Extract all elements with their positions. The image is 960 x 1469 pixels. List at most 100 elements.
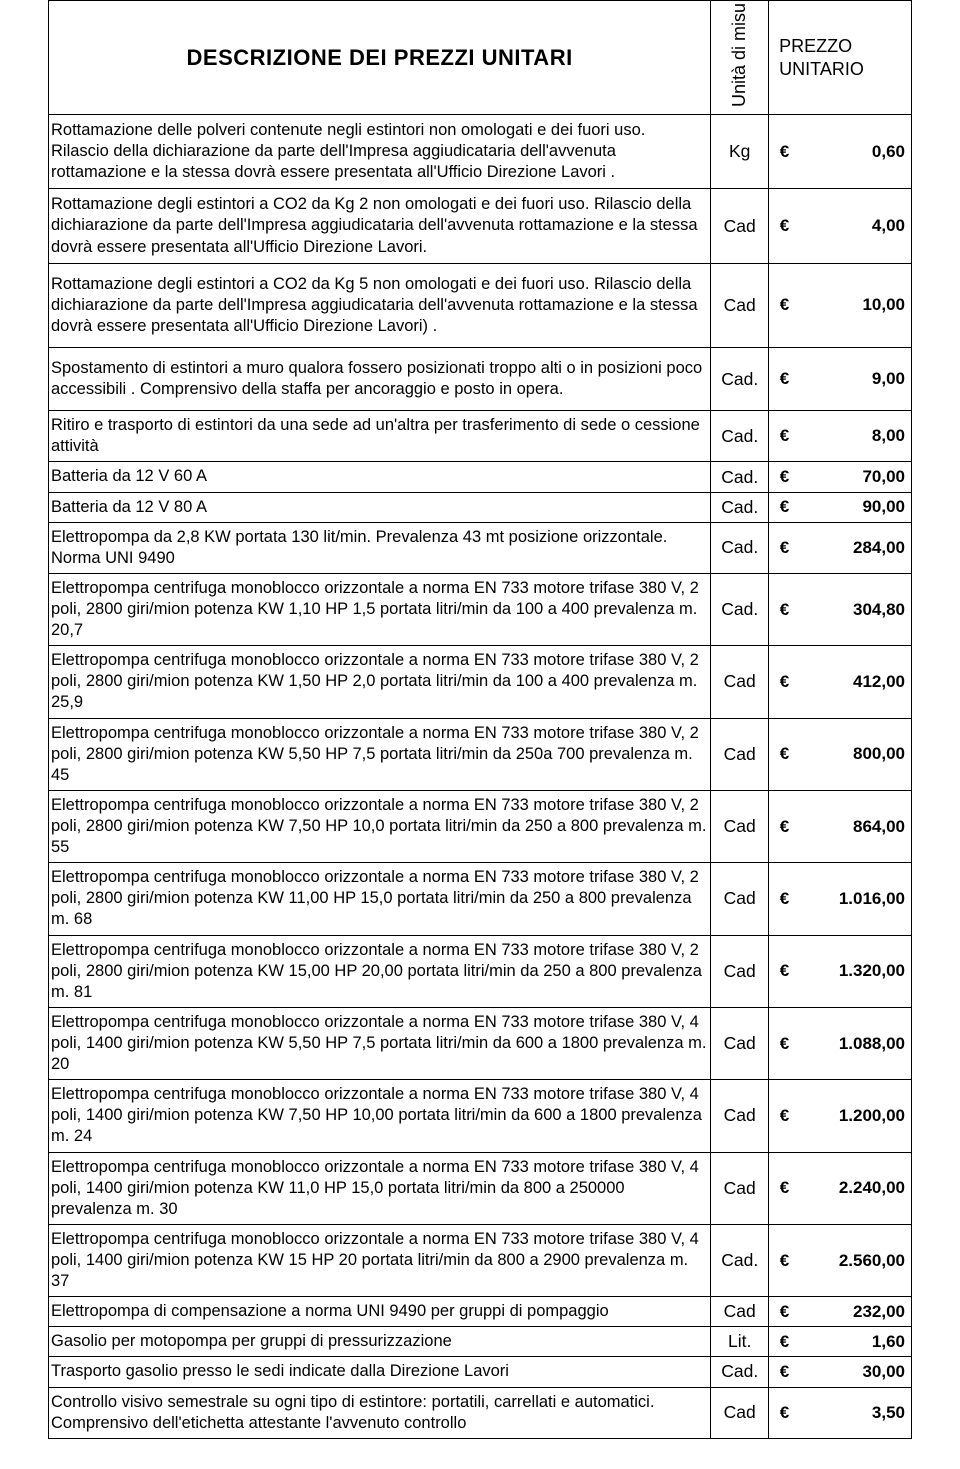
col-header-description: DESCRIZIONE DEI PREZZI UNITARI [49,1,711,115]
table-row: Controllo visivo semestrale su ogni tipo… [49,1387,912,1438]
cell-unit: Cad. [711,348,769,411]
cell-price: 412,00 [800,646,912,718]
cell-currency: € [769,790,800,862]
cell-description: Gasolio per motopompa per gruppi di pres… [49,1327,711,1357]
cell-currency: € [769,115,800,189]
cell-unit: Cad [711,189,769,263]
cell-currency: € [769,1327,800,1357]
cell-unit: Cad [711,863,769,935]
cell-price: 232,00 [800,1297,912,1327]
cell-currency: € [769,1007,800,1079]
cell-currency: € [769,863,800,935]
cell-description: Elettropompa centrifuga monoblocco orizz… [49,1152,711,1224]
cell-unit: Kg [711,115,769,189]
cell-currency: € [769,1152,800,1224]
cell-unit: Cad [711,1297,769,1327]
table-row: Elettropompa centrifuga monoblocco orizz… [49,646,912,718]
table-row: Rottamazione degli estintori a CO2 da Kg… [49,263,912,347]
cell-currency: € [769,1080,800,1152]
table-row: Elettropompa centrifuga monoblocco orizz… [49,1224,912,1296]
col-header-unit: Unità di misu [711,1,769,115]
cell-description: Elettropompa da 2,8 KW portata 130 lit/m… [49,522,711,573]
cell-price: 4,00 [800,189,912,263]
cell-description: Elettropompa di compensazione a norma UN… [49,1297,711,1327]
cell-description: Trasporto gasolio presso le sedi indicat… [49,1357,711,1387]
price-table: DESCRIZIONE DEI PREZZI UNITARI Unità di … [48,0,912,1439]
table-row: Gasolio per motopompa per gruppi di pres… [49,1327,912,1357]
cell-price: 1.320,00 [800,935,912,1007]
table-row: Elettropompa centrifuga monoblocco orizz… [49,1152,912,1224]
table-row: Spostamento di estintori a muro qualora … [49,348,912,411]
cell-unit: Lit. [711,1327,769,1357]
cell-currency: € [769,492,800,522]
cell-description: Controllo visivo semestrale su ogni tipo… [49,1387,711,1438]
cell-unit: Cad [711,790,769,862]
table-row: Elettropompa centrifuga monoblocco orizz… [49,718,912,790]
table-row: Elettropompa centrifuga monoblocco orizz… [49,573,912,645]
cell-price: 90,00 [800,492,912,522]
cell-description: Ritiro e trasporto di estintori da una s… [49,411,711,462]
cell-description: Elettropompa centrifuga monoblocco orizz… [49,1080,711,1152]
cell-description: Rottamazione degli estintori a CO2 da Kg… [49,189,711,263]
table-row: Elettropompa centrifuga monoblocco orizz… [49,1080,912,1152]
cell-price: 1.016,00 [800,863,912,935]
cell-unit: Cad [711,646,769,718]
table-row: Elettropompa centrifuga monoblocco orizz… [49,935,912,1007]
cell-currency: € [769,718,800,790]
table-row: Elettropompa da 2,8 KW portata 130 lit/m… [49,522,912,573]
cell-price: 10,00 [800,263,912,347]
table-row: Elettropompa centrifuga monoblocco orizz… [49,1007,912,1079]
cell-unit: Cad. [711,1357,769,1387]
table-row: Rottamazione degli estintori a CO2 da Kg… [49,189,912,263]
cell-description: Elettropompa centrifuga monoblocco orizz… [49,790,711,862]
cell-currency: € [769,646,800,718]
cell-price: 0,60 [800,115,912,189]
cell-description: Elettropompa centrifuga monoblocco orizz… [49,935,711,1007]
cell-price: 1,60 [800,1327,912,1357]
table-row: Ritiro e trasporto di estintori da una s… [49,411,912,462]
table-row: Batteria da 12 V 60 ACad.€70,00 [49,462,912,492]
cell-price: 304,80 [800,573,912,645]
cell-unit: Cad [711,1007,769,1079]
cell-currency: € [769,573,800,645]
cell-price: 2.560,00 [800,1224,912,1296]
cell-currency: € [769,935,800,1007]
table-row: Elettropompa di compensazione a norma UN… [49,1297,912,1327]
cell-currency: € [769,1387,800,1438]
cell-unit: Cad. [711,1224,769,1296]
cell-unit: Cad [711,1080,769,1152]
cell-unit: Cad [711,935,769,1007]
cell-price: 9,00 [800,348,912,411]
cell-description: Elettropompa centrifuga monoblocco orizz… [49,573,711,645]
cell-currency: € [769,462,800,492]
cell-price: 30,00 [800,1357,912,1387]
cell-unit: Cad. [711,462,769,492]
cell-price: 1.088,00 [800,1007,912,1079]
cell-description: Elettropompa centrifuga monoblocco orizz… [49,1007,711,1079]
cell-price: 800,00 [800,718,912,790]
cell-description: Spostamento di estintori a muro qualora … [49,348,711,411]
cell-price: 3,50 [800,1387,912,1438]
cell-unit: Cad. [711,411,769,462]
cell-description: Elettropompa centrifuga monoblocco orizz… [49,1224,711,1296]
cell-unit: Cad. [711,573,769,645]
cell-description: Batteria da 12 V 80 A [49,492,711,522]
cell-description: Elettropompa centrifuga monoblocco orizz… [49,718,711,790]
cell-currency: € [769,1224,800,1296]
cell-unit: Cad [711,718,769,790]
cell-description: Batteria da 12 V 60 A [49,462,711,492]
table-row: Elettropompa centrifuga monoblocco orizz… [49,790,912,862]
table-header-row: DESCRIZIONE DEI PREZZI UNITARI Unità di … [49,1,912,115]
cell-price: 2.240,00 [800,1152,912,1224]
cell-description: Elettropompa centrifuga monoblocco orizz… [49,863,711,935]
cell-price: 284,00 [800,522,912,573]
cell-price: 1.200,00 [800,1080,912,1152]
cell-price: 8,00 [800,411,912,462]
table-row: Trasporto gasolio presso le sedi indicat… [49,1357,912,1387]
cell-unit: Cad [711,1152,769,1224]
cell-currency: € [769,189,800,263]
cell-unit: Cad. [711,492,769,522]
cell-unit: Cad [711,1387,769,1438]
cell-currency: € [769,522,800,573]
cell-currency: € [769,348,800,411]
